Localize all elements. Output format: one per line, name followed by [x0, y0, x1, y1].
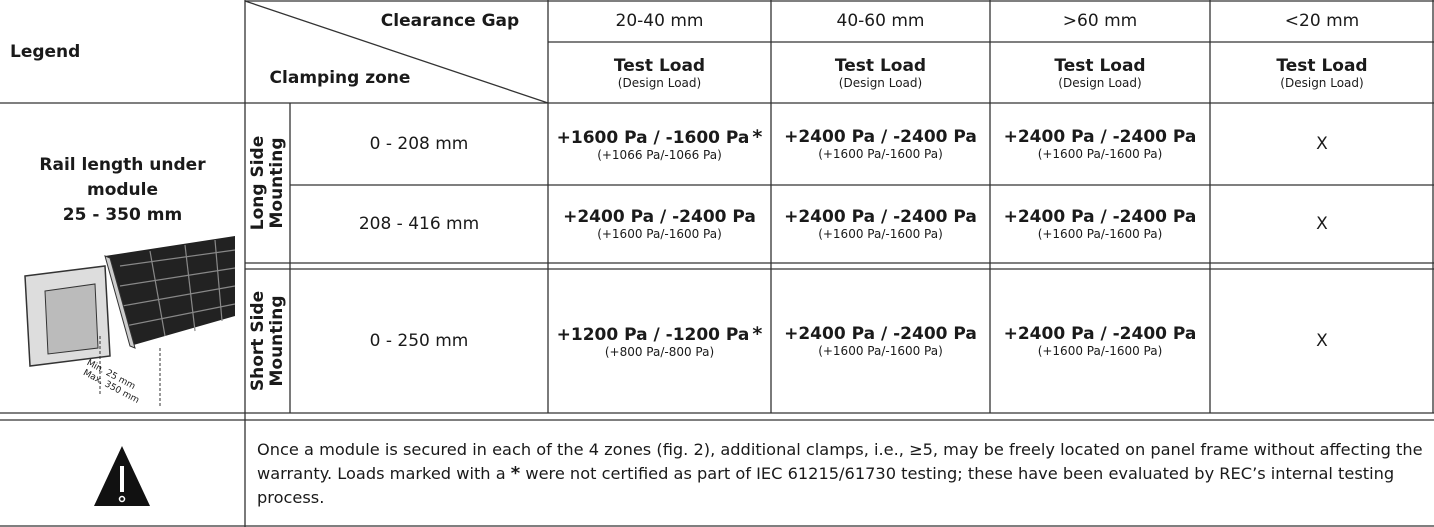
star: *	[752, 323, 763, 345]
group-name: Short Side Mounting	[247, 290, 287, 392]
load-line: X	[1316, 214, 1328, 234]
design: (+800 Pa/-800 Pa)	[604, 345, 715, 359]
legend-header: Legend	[10, 0, 240, 103]
design: (+1600 Pa/-1600 Pa)	[818, 344, 943, 358]
legend-line: module	[86, 179, 159, 200]
design: (+1600 Pa/-1600 Pa)	[1037, 147, 1163, 161]
gap-header: 20-40 mm	[548, 0, 771, 42]
test-load-header: Test Load (Design Load)	[548, 42, 771, 103]
load: +2400 Pa / -2400 Pa	[1003, 127, 1197, 147]
star: *	[752, 126, 763, 148]
gap-label: <20 mm	[1284, 11, 1360, 31]
load: +2400 Pa / -2400 Pa	[563, 207, 756, 227]
design: (+1600 Pa/-1600 Pa)	[818, 147, 943, 161]
load: +2400 Pa / -2400 Pa	[784, 207, 977, 227]
clamping-zone: Clamping zone	[250, 58, 430, 98]
load-cell: X	[1210, 269, 1434, 413]
load: +2400 Pa / -2400 Pa	[1003, 207, 1197, 227]
load-line: X	[1316, 134, 1328, 154]
load-line: +1600 Pa / -1600 Pa *	[557, 126, 763, 148]
note-text: Once a module is secured in each of the …	[257, 438, 1432, 510]
gap-header: <20 mm	[1210, 0, 1434, 42]
test-load-header: Test Load (Design Load)	[771, 42, 990, 103]
legend-text: Rail length under module 25 - 350 mm	[0, 150, 245, 230]
load-cell: +2400 Pa / -2400 Pa (+1600 Pa/-1600 Pa)	[771, 269, 990, 413]
test-load-header: Test Load (Design Load)	[1210, 42, 1434, 103]
load-cell: +2400 Pa / -2400 Pa (+1600 Pa/-1600 Pa)	[990, 103, 1210, 185]
load: +2400 Pa / -2400 Pa	[784, 127, 977, 147]
load: +1200 Pa / -1200 Pa	[556, 325, 750, 345]
load-line: +2400 Pa / -2400 Pa	[1004, 127, 1197, 147]
load-line: +2400 Pa / -2400 Pa	[784, 207, 977, 227]
load-line: +2400 Pa / -2400 Pa	[784, 324, 977, 344]
load-line: +2400 Pa / -2400 Pa	[1004, 207, 1197, 227]
test-load: Test Load	[1054, 55, 1146, 76]
gap-header: >60 mm	[990, 0, 1210, 42]
gap-label: >60 mm	[1062, 11, 1138, 31]
load-cell: +2400 Pa / -2400 Pa (+1600 Pa/-1600 Pa)	[771, 185, 990, 263]
design: (+1066 Pa/-1066 Pa)	[597, 148, 722, 162]
legend-title: Legend	[10, 41, 81, 62]
design-load: (Design Load)	[1058, 75, 1142, 90]
zone: 0 - 250 mm	[290, 269, 548, 413]
load-cell: +2400 Pa / -2400 Pa (+1600 Pa/-1600 Pa)	[990, 185, 1210, 263]
rail-illustration	[24, 236, 236, 406]
zone-label: 208 - 416 mm	[358, 214, 480, 234]
group-name: Long Side Mounting	[247, 135, 287, 231]
design: (+1600 Pa/-1600 Pa)	[1037, 344, 1163, 358]
zone-label: 0 - 250 mm	[369, 331, 469, 351]
warning-icon	[94, 446, 150, 506]
load: +2400 Pa / -2400 Pa	[784, 324, 977, 344]
load-cell: +1600 Pa / -1600 Pa * (+1066 Pa/-1066 Pa)	[548, 103, 771, 185]
design-load: (Design Load)	[617, 75, 702, 90]
load-cell: +2400 Pa / -2400 Pa (+1600 Pa/-1600 Pa)	[990, 269, 1210, 413]
note: Once a module is secured in each of the …	[257, 430, 1434, 527]
test-load-header: Test Load (Design Load)	[990, 42, 1210, 103]
gap-label: 40-60 mm	[836, 11, 925, 31]
load-line: X	[1316, 331, 1328, 351]
design-load: (Design Load)	[838, 75, 923, 90]
load: X	[1316, 214, 1328, 234]
design: (+1600 Pa/-1600 Pa)	[818, 227, 943, 241]
test-load: Test Load	[613, 55, 706, 76]
load-line: +2400 Pa / -2400 Pa	[784, 127, 977, 147]
load-cell: +1200 Pa / -1200 Pa * (+800 Pa/-800 Pa)	[548, 269, 771, 413]
load-cell: +2400 Pa / -2400 Pa (+1600 Pa/-1600 Pa)	[771, 103, 990, 185]
group-label: Long Side Mounting	[245, 103, 290, 263]
load-cell: +2400 Pa / -2400 Pa (+1600 Pa/-1600 Pa)	[548, 185, 771, 263]
gap-header: 40-60 mm	[771, 0, 990, 42]
design: (+1600 Pa/-1600 Pa)	[1037, 227, 1163, 241]
test-load: Test Load	[834, 55, 927, 76]
load: +2400 Pa / -2400 Pa	[1003, 324, 1197, 344]
note-part: *	[510, 463, 521, 484]
test-load: Test Load	[1276, 55, 1368, 76]
load-line: +1200 Pa / -1200 Pa *	[557, 323, 763, 345]
gap-label: 20-40 mm	[615, 11, 704, 31]
clearance-gap-label: Clearance Gap	[380, 11, 520, 31]
zone-label: 0 - 208 mm	[369, 134, 469, 154]
design: (+1600 Pa/-1600 Pa)	[597, 227, 722, 241]
note-part: were not certified as part of IEC 61215/…	[257, 464, 1395, 507]
legend-line: 25 - 350 mm	[62, 204, 183, 225]
load: X	[1316, 134, 1328, 154]
note-part: Once a module is secured in each of the …	[257, 440, 1423, 483]
load: +1600 Pa / -1600 Pa	[556, 128, 750, 148]
clearance-gap: Clearance Gap	[360, 2, 540, 40]
load-cell: X	[1210, 103, 1434, 185]
design-load: (Design Load)	[1280, 75, 1364, 90]
clamping-zone-label: Clamping zone	[269, 68, 411, 88]
zone: 0 - 208 mm	[290, 103, 548, 185]
load-line: +2400 Pa / -2400 Pa	[1004, 324, 1197, 344]
group-label: Short Side Mounting	[245, 269, 290, 413]
load: X	[1316, 331, 1328, 351]
legend-line: Rail length under	[39, 154, 206, 175]
zone: 208 - 416 mm	[290, 185, 548, 263]
load-cell: X	[1210, 185, 1434, 263]
load-line: +2400 Pa / -2400 Pa	[563, 207, 756, 227]
